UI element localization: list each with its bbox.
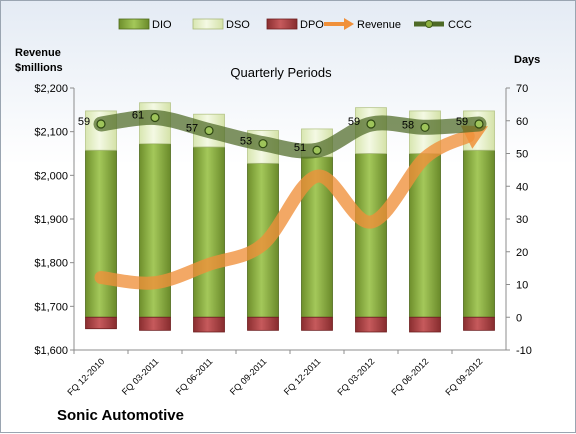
x-axis-tick-label: FQ 06-2011 <box>174 356 215 397</box>
bar-dio <box>193 146 225 318</box>
left-axis-tick-label: $2,200 <box>34 83 68 95</box>
legend-swatch-revenue-arrow <box>344 18 354 30</box>
legend-label-dso: DSO <box>226 19 250 31</box>
ccc-marker <box>204 125 214 136</box>
ccc-marker <box>366 119 376 129</box>
x-axis-tick-label: FQ 12-2011 <box>282 356 323 397</box>
x-axis-tick-label: FQ 09-2011 <box>228 356 269 397</box>
left-axis-tick-label: $2,000 <box>34 170 68 182</box>
bar-dpo <box>355 316 387 333</box>
ccc-data-label: 57 <box>186 123 198 135</box>
right-axis-tick-label: 50 <box>516 149 528 161</box>
ccc-data-label: 53 <box>240 136 252 148</box>
right-axis-tick-label: 70 <box>516 83 528 95</box>
ccc-marker <box>312 145 322 155</box>
bar-dpo <box>85 316 117 330</box>
bar-dpo <box>409 316 441 333</box>
right-axis-tick-label: 20 <box>516 247 528 259</box>
ccc-data-label: 61 <box>132 109 144 121</box>
legend-label-dpo: DPO <box>300 19 324 31</box>
right-axis-tick-label: 0 <box>516 312 522 324</box>
bar-dio <box>463 149 495 318</box>
right-axis-tick-label: 10 <box>516 280 528 292</box>
legend-swatch-dso <box>192 18 224 30</box>
bar-dpo <box>463 316 495 331</box>
company-name: Sonic Automotive <box>57 407 184 424</box>
right-axis-tick-label: -10 <box>516 345 532 357</box>
legend-swatch-dpo <box>266 18 298 30</box>
ccc-data-label: 59 <box>348 116 360 128</box>
bar-dpo <box>139 316 171 331</box>
bar-dio <box>85 149 117 318</box>
left-axis-tick-label: $1,900 <box>34 214 68 226</box>
legend-swatch-dio <box>118 18 150 30</box>
legend-swatch-ccc-marker <box>425 20 433 28</box>
x-axis-tick-label: FQ 06-2012 <box>389 356 430 397</box>
legend-label-ccc: CCC <box>448 19 472 31</box>
ccc-data-label: 59 <box>456 116 468 128</box>
ccc-marker <box>258 139 268 149</box>
ccc-marker <box>150 112 160 123</box>
left-axis-title-line2: $millions <box>15 62 63 74</box>
bar-dpo <box>301 316 333 331</box>
x-axis-tick-label: FQ 03-2011 <box>120 356 161 397</box>
left-axis-tick-label: $2,100 <box>34 127 68 139</box>
left-axis-tick-label: $1,600 <box>34 345 68 357</box>
revenue-line <box>94 129 475 290</box>
legend-label-dio: DIO <box>152 19 172 31</box>
ccc-marker <box>420 122 430 132</box>
ccc-data-label: 51 <box>294 142 306 154</box>
x-axis-tick-label: FQ 03-2012 <box>335 356 376 397</box>
legend-label-revenue: Revenue <box>357 19 401 31</box>
bar-dio <box>355 153 387 318</box>
ccc-marker <box>474 119 484 129</box>
ccc-data-label: 58 <box>402 119 414 131</box>
right-axis-title: Days <box>514 54 540 66</box>
data-labels: 59 61 57 53 51 59 58 59 <box>78 109 468 154</box>
x-axis-tick-label: FQ 12-2010 <box>65 356 106 397</box>
x-axis-tick-label: FQ 09-2012 <box>443 356 484 397</box>
left-axis-tick-label: $1,800 <box>34 258 68 270</box>
left-axis-title-line1: Revenue <box>15 47 61 59</box>
chart-title: Quarterly Periods <box>230 65 332 80</box>
ccc-marker <box>96 119 106 129</box>
left-axis-tick-label: $1,700 <box>34 301 68 313</box>
right-axis-tick-label: 40 <box>516 181 528 193</box>
legend: DIO DSO DPO Revenue CCC <box>118 18 472 31</box>
bar-dpo <box>247 316 279 331</box>
ccc-data-label: 59 <box>78 116 90 128</box>
right-axis-tick-label: 30 <box>516 214 528 226</box>
right-axis-tick-label: 60 <box>516 116 528 128</box>
bar-dpo <box>193 316 225 333</box>
bar-dio <box>139 143 171 318</box>
lines <box>93 109 488 290</box>
